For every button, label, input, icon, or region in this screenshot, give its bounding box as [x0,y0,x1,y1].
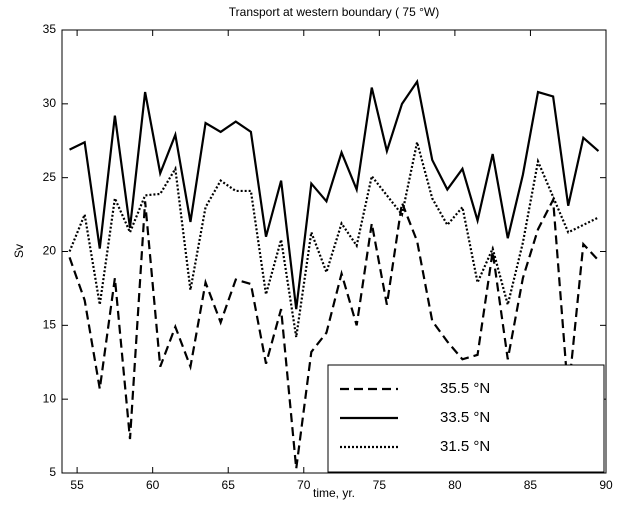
series-line [69,78,600,310]
y-tick-label: 5 [49,465,56,479]
x-tick-label: 65 [222,478,236,492]
x-tick-label: 85 [524,478,538,492]
x-tick-label: 70 [297,478,311,492]
y-tick-label: 30 [43,96,57,110]
chart-title: Transport at western boundary ( 75 °W) [229,5,439,19]
y-tick-label: 10 [43,391,57,405]
x-tick-label: 60 [146,478,160,492]
legend-label: 33.5 °N [440,409,490,426]
x-tick-label: 75 [373,478,387,492]
series-line [68,141,599,338]
y-tick-label: 25 [43,170,57,184]
y-tick-label: 15 [43,318,57,332]
x-tick-label: 90 [599,478,613,492]
series-line [68,195,600,469]
x-tick-label: 80 [448,478,462,492]
x-axis-label: time, yr. [313,486,355,500]
y-axis-label: Sv [12,244,26,258]
legend-label: 35.5 °N [440,380,490,397]
x-tick-label: 55 [70,478,84,492]
legend-label: 31.5 °N [440,438,490,455]
y-tick-label: 20 [43,244,57,258]
y-tick-label: 35 [43,22,57,36]
